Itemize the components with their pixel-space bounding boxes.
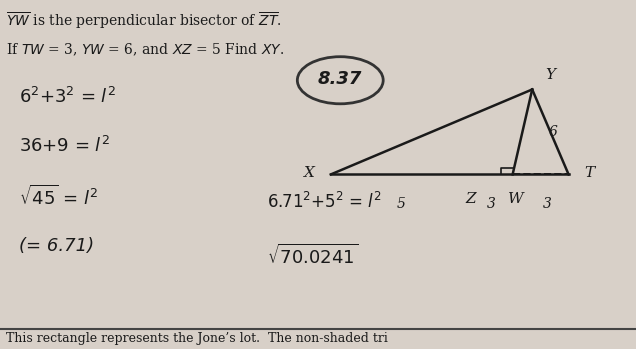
Text: W: W — [508, 192, 523, 206]
Text: 3: 3 — [543, 197, 551, 211]
Text: This rectangle represents the Jone’s lot.  The non-shaded tri: This rectangle represents the Jone’s lot… — [6, 332, 388, 345]
Text: X: X — [304, 166, 315, 180]
Text: Z: Z — [466, 192, 476, 206]
Text: $36$+$9$ = $l^2$: $36$+$9$ = $l^2$ — [19, 136, 110, 156]
Text: (= 6.71): (= 6.71) — [19, 237, 94, 255]
Text: $\overline{YW}$ is the perpendicular bisector of $\overline{ZT}$.: $\overline{YW}$ is the perpendicular bis… — [6, 10, 282, 31]
Text: Y: Y — [545, 68, 555, 82]
Text: If $TW$ = 3, $YW$ = 6, and $XZ$ = 5 Find $XY$.: If $TW$ = 3, $YW$ = 6, and $XZ$ = 5 Find… — [6, 42, 284, 58]
Text: $6^2$+$3^2$ = $l^2$: $6^2$+$3^2$ = $l^2$ — [19, 87, 116, 107]
Text: $\sqrt{70.0241}$: $\sqrt{70.0241}$ — [267, 244, 359, 268]
Text: $6.71^2$+$5^2$ = $l^2$: $6.71^2$+$5^2$ = $l^2$ — [267, 192, 382, 212]
Text: 6: 6 — [548, 125, 557, 139]
Text: T: T — [584, 166, 595, 180]
Text: 3: 3 — [487, 197, 496, 211]
Text: 5: 5 — [396, 197, 405, 211]
Text: 8.37: 8.37 — [318, 69, 363, 88]
Text: $\sqrt{45}$ = $l^2$: $\sqrt{45}$ = $l^2$ — [19, 185, 99, 209]
